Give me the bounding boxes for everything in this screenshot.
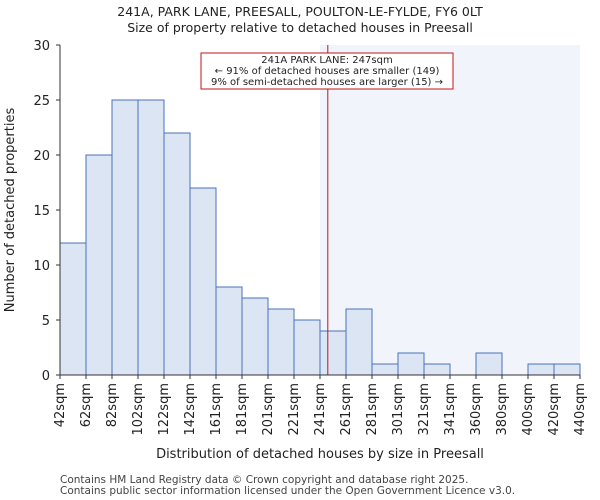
x-tick-label: 142sqm (183, 383, 198, 436)
x-tick-label: 281sqm (365, 383, 380, 436)
x-tick-label: 261sqm (339, 383, 354, 436)
y-tick-label: 20 (33, 149, 50, 164)
annotation-border (200, 52, 454, 90)
bar-181sqm (241, 297, 269, 376)
x-tick-label: 301sqm (391, 383, 406, 436)
x-tick-label: 102sqm (131, 383, 146, 436)
y-tick-label: 0 (42, 369, 50, 384)
x-tick-label: 221sqm (287, 383, 302, 436)
x-tick-label: 201sqm (261, 383, 276, 436)
bar-142sqm (189, 187, 217, 376)
bar-241sqm (319, 330, 347, 376)
bar-261sqm (345, 308, 373, 376)
bar-400sqm (527, 363, 555, 376)
x-tick-label: 440sqm (573, 383, 588, 436)
bar-62sqm (85, 154, 113, 376)
bar-221sqm (293, 319, 321, 376)
x-tick-label: 161sqm (209, 383, 224, 436)
bar-42sqm (59, 242, 87, 376)
x-tick-label: 380sqm (495, 383, 510, 436)
annotation-box: 241A PARK LANE: 247sqm ← 91% of detached… (200, 52, 454, 90)
chart-subtitle: Size of property relative to detached ho… (127, 20, 473, 35)
bar-281sqm (371, 363, 399, 376)
bar-360sqm (475, 352, 503, 376)
y-tick-label: 15 (33, 204, 50, 219)
x-tick-label: 62sqm (79, 383, 94, 427)
x-tick-label: 82sqm (105, 383, 120, 427)
footer-line-1: Contains HM Land Registry data © Crown c… (60, 474, 468, 486)
y-axis-label: Number of detached properties (3, 108, 18, 313)
x-tick-label: 341sqm (443, 383, 458, 436)
x-axis-label: Distribution of detached houses by size … (156, 447, 484, 462)
x-tick-label: 241sqm (313, 383, 328, 436)
y-tick-label: 10 (33, 259, 50, 274)
x-tick-label: 42sqm (53, 383, 68, 427)
x-tick-label: 122sqm (157, 383, 172, 436)
y-tick-label: 25 (33, 94, 50, 109)
bar-201sqm (267, 308, 295, 376)
bar-420sqm (553, 363, 581, 376)
bar-122sqm (163, 132, 191, 376)
x-tick-label: 360sqm (469, 383, 484, 436)
x-tick-label: 400sqm (521, 383, 536, 436)
y-tick-label: 30 (33, 39, 50, 54)
footer-line-2: Contains public sector information licen… (60, 485, 515, 497)
bar-102sqm (137, 99, 165, 376)
x-tick-label: 321sqm (417, 383, 432, 436)
y-tick-label: 5 (42, 314, 50, 329)
bar-321sqm (423, 363, 451, 376)
bar-301sqm (397, 352, 425, 376)
annotation-line-2: ← 91% of detached houses are smaller (14… (215, 66, 440, 77)
chart-title: 241A, PARK LANE, PREESALL, POULTON-LE-FY… (117, 4, 483, 19)
annotation-line-1: 241A PARK LANE: 247sqm (261, 55, 392, 66)
bar-82sqm (111, 99, 139, 376)
x-tick-label: 420sqm (547, 383, 562, 436)
bar-161sqm (215, 286, 243, 376)
x-tick-label: 181sqm (235, 383, 250, 436)
annotation-line-3: 9% of semi-detached houses are larger (1… (211, 77, 443, 88)
